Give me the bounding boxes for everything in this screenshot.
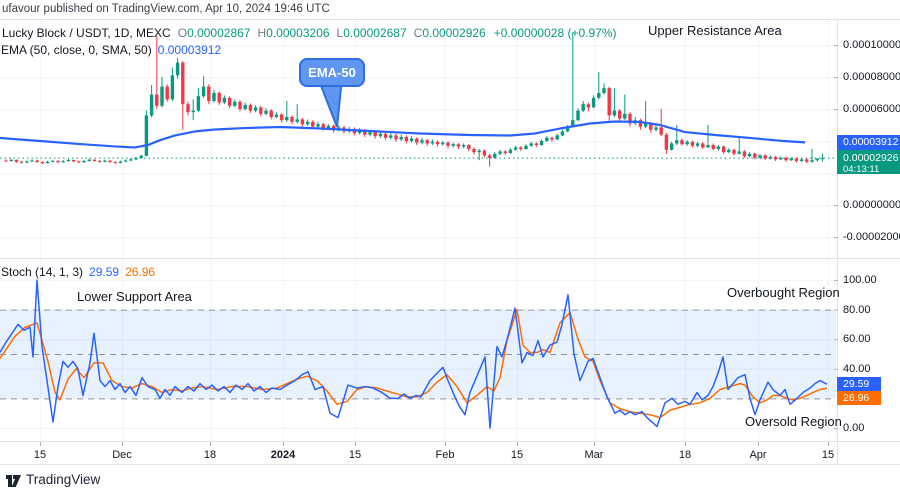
price-axis-label: 0.00000000 — [843, 199, 900, 211]
overbought-region-label: Overbought Region — [727, 285, 840, 300]
publish-bar: ufavour published on TradingView.com, Ap… — [0, 0, 900, 20]
time-axis-label: 15 — [348, 449, 362, 461]
time-axis-label: 15 — [33, 449, 47, 461]
ohlc-high-value: 0.00003206 — [266, 26, 330, 40]
price-axis-label: 0.00006000 — [843, 103, 900, 115]
time-axis-label: 2024 — [270, 449, 296, 461]
symbol-legend[interactable]: Lucky Block / USDT, 1D, MEXC O0.00002867 H… — [2, 26, 616, 40]
time-axis-label: Dec — [112, 449, 132, 461]
oversold-region-label: Oversold Region — [745, 414, 842, 429]
stoch-legend[interactable]: Stoch (14, 1, 3) 29.59 26.96 — [1, 265, 155, 279]
ohlc-open-value: 0.00002867 — [187, 26, 251, 40]
publish-line: ufavour published on TradingView.com, Ap… — [2, 3, 330, 15]
stoch-axis-label: 60.00 — [843, 333, 871, 346]
stoch-d-value: 26.96 — [125, 265, 156, 279]
time-axis-label: Feb — [435, 449, 455, 461]
countdown-timer: 04:13:11 — [843, 164, 880, 175]
last-price-value: 0.00002926 — [843, 152, 899, 164]
stoch-d-badge: 26.96 — [837, 391, 881, 405]
ema-value: 0.00003912 — [157, 43, 222, 57]
tradingview-logo-icon — [6, 474, 21, 487]
ema-legend[interactable]: EMA (50, close, 0, SMA, 50) 0.00003912 — [1, 43, 221, 57]
time-axis-label: 15 — [510, 449, 524, 461]
time-axis-label: 18 — [203, 449, 217, 461]
stoch-k-value: 29.59 — [89, 265, 120, 279]
ohlc-low-label: L — [336, 26, 344, 40]
time-axis-label: 18 — [678, 449, 692, 461]
ohlc-high-label: H — [257, 26, 267, 40]
upper-resistance-label: Upper Resistance Area — [648, 23, 782, 38]
ohlc-open-label: O — [177, 26, 188, 40]
tradingview-logo-text: TradingView — [26, 472, 101, 487]
time-axis-label: Mar — [584, 449, 604, 461]
price-axis-label: 0.00010000 — [843, 39, 900, 51]
time-axis-label: 15 — [821, 449, 835, 461]
last-price-badge: 0.00002926 04:13:11 — [837, 150, 900, 175]
stoch-axis-label: 40.00 — [843, 362, 871, 375]
stoch-axis-label: 80.00 — [843, 303, 871, 316]
stoch-title[interactable]: Stoch (14, 1, 3) — [1, 265, 84, 279]
ema50-callout[interactable]: EMA-50 — [299, 58, 365, 87]
ohlc-close-value: 0.00002926 — [422, 26, 486, 40]
tradingview-logo[interactable]: TradingView — [6, 472, 100, 487]
price-axis-label: -0.00002000 — [843, 231, 900, 243]
ohlc-close-label: C — [413, 26, 423, 40]
time-axis-label: Apr — [749, 449, 767, 461]
price-axis-label: 0.00008000 — [843, 71, 900, 83]
stoch-axis-label: 100.00 — [843, 274, 877, 286]
stoch-axis-label: 0.00 — [843, 422, 865, 434]
change-value: +0.00000028 (+0.97%) — [493, 26, 617, 40]
lower-support-label: Lower Support Area — [77, 289, 192, 304]
ohlc-low-value: 0.00002687 — [343, 26, 407, 40]
stoch-k-badge: 29.59 — [837, 377, 881, 391]
symbol-title[interactable]: Lucky Block / USDT, 1D, MEXC — [2, 26, 171, 40]
ema-price-badge: 0.00003912 — [837, 135, 900, 150]
ema-title[interactable]: EMA (50, close, 0, SMA, 50) — [1, 43, 152, 57]
